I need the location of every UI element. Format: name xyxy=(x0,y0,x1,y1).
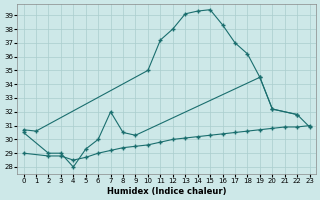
X-axis label: Humidex (Indice chaleur): Humidex (Indice chaleur) xyxy=(107,187,226,196)
